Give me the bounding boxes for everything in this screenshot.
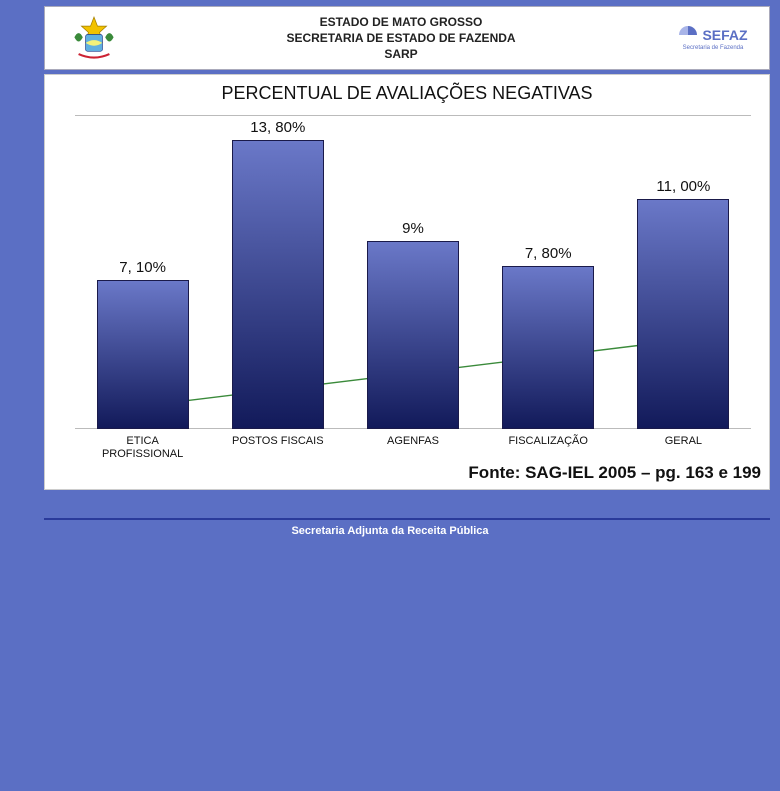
chart-bar: [232, 140, 324, 429]
header-line3: SARP: [139, 46, 663, 62]
chart-plot: 7, 10%ETICAPROFISSIONAL13, 80%POSTOS FIS…: [75, 115, 751, 429]
sefaz-sub: Secretaria de Fazenda: [683, 45, 744, 51]
chart-container: PERCENTUAL DE AVALIAÇÕES NEGATIVAS 7, 10…: [44, 74, 770, 490]
source-text: Fonte: SAG-IEL 2005 – pg. 163 e 199: [468, 463, 761, 483]
header-bar: ESTADO DE MATO GROSSO SECRETARIA DE ESTA…: [44, 6, 770, 70]
bar-value-label: 13, 80%: [250, 119, 305, 136]
crest-icon: [59, 13, 129, 63]
bar-value-label: 7, 10%: [119, 259, 166, 276]
chart-title: PERCENTUAL DE AVALIAÇÕES NEGATIVAS: [45, 75, 769, 104]
chart-bar: [637, 199, 729, 429]
category-label: ETICAPROFISSIONAL: [72, 435, 214, 461]
category-label: AGENFAS: [342, 435, 484, 448]
header-title: ESTADO DE MATO GROSSO SECRETARIA DE ESTA…: [139, 14, 663, 63]
category-label: POSTOS FISCAIS: [207, 435, 349, 448]
sefaz-icon: [678, 25, 698, 45]
chart-bar: [367, 241, 459, 429]
sefaz-label: SEFAZ: [702, 27, 747, 43]
footer-text: Secretaria Adjunta da Receita Pública: [0, 525, 780, 537]
bar-value-label: 11, 00%: [656, 178, 710, 195]
sefaz-logo-block: SEFAZ Secretaria de Fazenda: [663, 10, 763, 66]
bar-value-label: 7, 80%: [525, 245, 572, 262]
header-line1: ESTADO DE MATO GROSSO: [139, 14, 663, 30]
bar-value-label: 9%: [402, 220, 424, 237]
category-label: GERAL: [612, 435, 754, 448]
state-crest: [49, 10, 139, 66]
footer-divider: [44, 518, 770, 520]
header-line2: SECRETARIA DE ESTADO DE FAZENDA: [139, 30, 663, 46]
category-label: FISCALIZAÇÃO: [477, 435, 619, 448]
chart-bar: [502, 266, 594, 429]
chart-bar: [97, 280, 189, 429]
